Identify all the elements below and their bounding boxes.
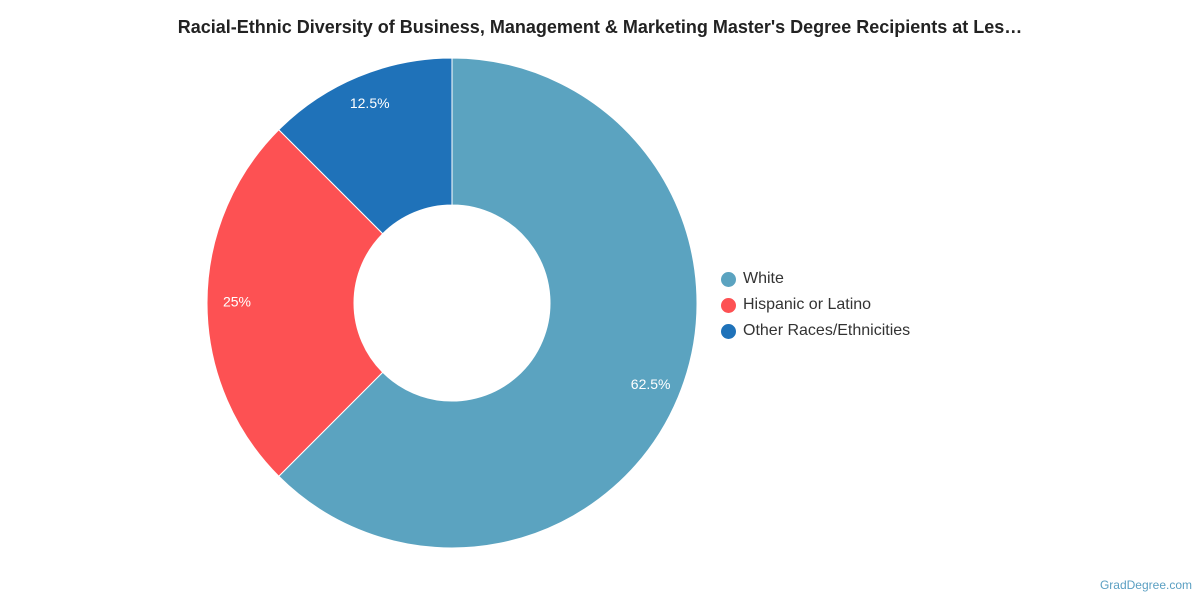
legend-label: Hispanic or Latino <box>743 296 872 313</box>
slice-hispanic-or-latino[interactable] <box>206 129 384 477</box>
source-credit[interactable]: GradDegree.com <box>1099 578 1192 592</box>
legend-item-hispanic-or-latino[interactable]: Hispanic or Latino <box>721 292 910 318</box>
slice-white[interactable] <box>278 57 698 549</box>
legend-label: Other Races/Ethnicities <box>743 322 911 339</box>
legend-dot-icon <box>721 297 736 313</box>
legend-item-other-races-ethnicities[interactable]: Other Races/Ethnicities <box>721 318 910 344</box>
slice-label-hispanic-or-latino: 25% <box>223 294 251 310</box>
donut-slices <box>206 57 698 549</box>
slice-label-white: 62.5% <box>631 376 671 392</box>
slice-label-other-races-ethnicities: 12.5% <box>350 95 390 111</box>
slice-labels: 62.5% 25% 12.5% <box>223 95 671 392</box>
legend-dot-icon <box>721 271 736 287</box>
legend-label: White <box>743 270 784 287</box>
chart-title: Racial-Ethnic Diversity of Business, Man… <box>177 17 1023 37</box>
legend-item-white[interactable]: White <box>721 266 910 292</box>
legend-dot-icon <box>721 323 736 339</box>
chart-legend: White Hispanic or Latino Other Races/Ethni… <box>721 266 910 344</box>
slice-other-races-ethnicities[interactable] <box>278 57 453 235</box>
